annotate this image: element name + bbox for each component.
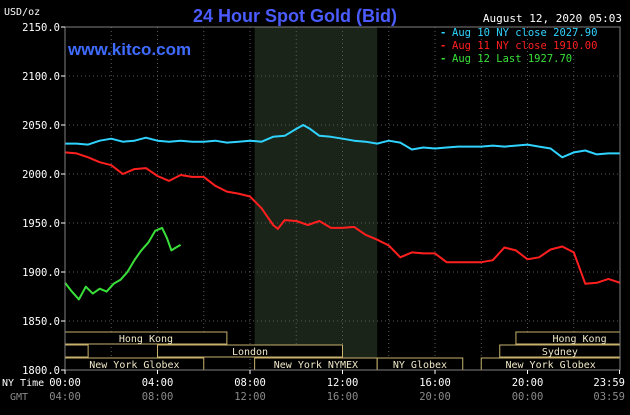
session-label: London: [232, 347, 268, 358]
watermark-url: www.kitco.com: [67, 40, 191, 59]
plot-area: Hong Kong London New York Globex New York N…: [64, 26, 621, 371]
series-line-1: [65, 124, 620, 159]
legend-marker: -: [440, 53, 446, 65]
x-tick-label-gmt: 12:00: [234, 391, 266, 403]
x-tick-label-gmt: 08:00: [142, 391, 174, 403]
x-axis: 00:00 04:00 08:00 12:00 16:00 20:00 23:59 04:00…: [49, 370, 625, 403]
y-tick-label: 2150.0: [22, 22, 60, 34]
session-box: [64, 344, 89, 358]
legend: - Aug 10 NY close 2027.90- Aug 11 NY close…: [440, 27, 597, 65]
session-bars: Hong Kong London New York Globex New York N…: [64, 331, 621, 371]
chart-title: 24 Hour Spot Gold (Bid): [193, 6, 397, 26]
y-tick-label: 1850.0: [22, 316, 60, 328]
y-tick-label: 1800.0: [22, 365, 60, 377]
series-line-3: [64, 226, 182, 301]
x-tick-label-gmt: 04:00: [49, 391, 81, 403]
session-label: New York Globex: [505, 360, 595, 371]
session-box: [157, 344, 343, 358]
x-tick-label-ny: 23:59: [593, 377, 625, 389]
nymex-session-shading: [254, 27, 378, 370]
y-axis: 2150.0 2100.0 2050.0 2000.0 1950.0 1900.0 1850…: [22, 22, 65, 377]
x-tick-label-ny: 12:00: [327, 377, 359, 389]
session-label: Hong Kong: [552, 334, 606, 345]
x-tick-label-gmt: 20:00: [419, 391, 451, 403]
timestamp: August 12, 2020 05:03: [483, 12, 622, 25]
x-tick-label-ny: 16:00: [419, 377, 451, 389]
x-tick-label-ny: 00:00: [49, 377, 81, 389]
x-axis-gmt-label: GMT: [10, 392, 28, 403]
x-tick-label-gmt: 03:59: [593, 391, 625, 403]
series-line-2: [64, 151, 621, 285]
session-label: New York NYMEX: [274, 360, 358, 371]
x-tick-label-gmt: 00:00: [512, 391, 544, 403]
legend-marker: -: [440, 27, 446, 39]
x-tick-label-gmt: 16:00: [327, 391, 359, 403]
session-label: Hong Kong: [119, 334, 173, 345]
legend-marker: -: [440, 40, 446, 52]
x-axis-ny-label: NY Time: [2, 378, 44, 389]
y-tick-label: 1950.0: [22, 218, 60, 230]
y-tick-label: 1900.0: [22, 267, 60, 279]
legend-entry: Aug 10 NY close 2027.90: [452, 27, 597, 39]
session-label: Sydney: [542, 347, 578, 358]
y-tick-label: 2050.0: [22, 120, 60, 132]
legend-entry: Aug 11 NY close 1910.00: [452, 40, 597, 52]
legend-entry: Aug 12 Last 1927.70: [452, 53, 572, 65]
y-tick-label: 2100.0: [22, 71, 60, 83]
y-tick-label: 2000.0: [22, 169, 60, 181]
x-tick-label-ny: 20:00: [512, 377, 544, 389]
x-tick-label-ny: 04:00: [142, 377, 174, 389]
session-label: New York Globex: [89, 360, 179, 371]
units-label: USD/oz: [4, 7, 40, 18]
x-tick-label-ny: 08:00: [234, 377, 266, 389]
session-label: NY Globex: [393, 360, 447, 371]
